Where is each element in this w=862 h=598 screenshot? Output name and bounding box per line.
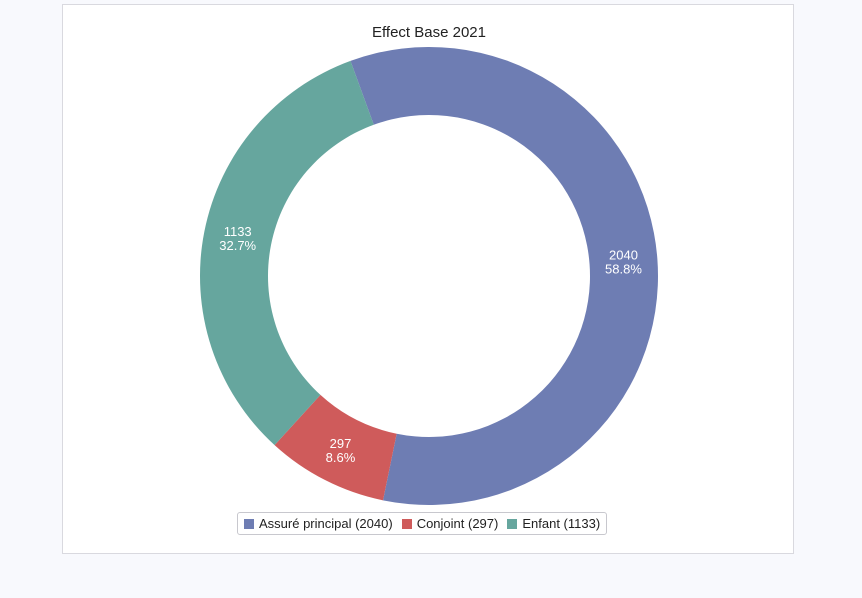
slice-conjoint[interactable]	[274, 394, 397, 501]
legend-label-enfant: Enfant (1133)	[522, 516, 601, 531]
legend-item-enfant[interactable]: Enfant (1133)	[507, 516, 600, 531]
slice-percent-assure-principal: 58.8%	[605, 262, 642, 277]
slice-value-assure-principal: 2040	[609, 248, 638, 263]
legend-swatch-assure-principal	[244, 518, 254, 529]
chart-panel: Effect Base 2021 2040 58.8% 297 8.6% 1133 32.…	[62, 4, 794, 554]
legend-item-conjoint[interactable]: Conjoint (297)	[401, 516, 499, 531]
slice-value-conjoint: 297	[330, 436, 352, 451]
slice-value-enfant: 1133	[224, 224, 252, 239]
chart-title: Effect Base 2021	[372, 24, 486, 41]
slice-percent-conjoint: 8.6%	[326, 450, 356, 465]
legend-swatch-conjoint	[401, 518, 412, 529]
slice-enfant[interactable]	[200, 60, 374, 446]
slice-percent-enfant: 32.7%	[219, 238, 256, 253]
slices-group	[200, 46, 658, 505]
slice-assure-principal[interactable]	[350, 46, 658, 505]
legend-swatch-enfant	[507, 518, 518, 529]
legend-label-conjoint: Conjoint (297)	[416, 516, 499, 531]
legend: Assuré principal (2040) Conjoint (297) E…	[237, 512, 608, 535]
legend-item-assure-principal[interactable]: Assuré principal (2040)	[244, 516, 393, 531]
legend-label-assure-principal: Assuré principal (2040)	[259, 516, 393, 531]
